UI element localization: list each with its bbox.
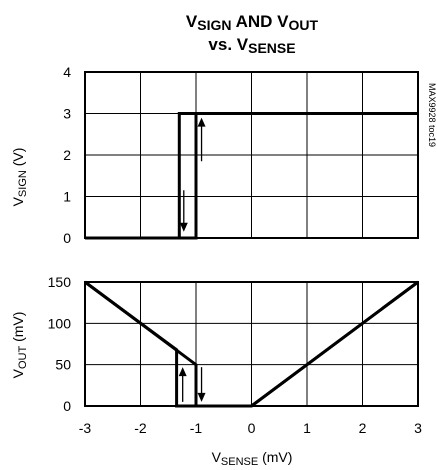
x-axis-label: VSENSE (mV) [212, 449, 293, 468]
top-y-tick-label: 0 [63, 230, 71, 246]
chart-title-line2: vs. VSENSE [208, 35, 295, 56]
bottom-plot: 0 50 100 150 -3 -2 -1 0 1 2 3 [48, 274, 422, 436]
top-series-2-line [85, 112, 418, 240]
bottom-arrow-up-head [178, 367, 187, 377]
bottom-x-tick-label: 2 [359, 420, 367, 436]
bottom-series-2-line [84, 280, 419, 408]
bottom-x-tick-label: -1 [190, 420, 203, 436]
top-y-tick-label: 4 [63, 64, 71, 80]
bottom-y-tick-label: 100 [48, 315, 72, 331]
top-arrow-down-head [179, 222, 188, 232]
chart-title-line1: VSIGN AND VOUT [186, 12, 319, 33]
bottom-y-tick-label: 50 [55, 357, 71, 373]
bottom-x-tick-label: -3 [79, 420, 92, 436]
bottom-x-tick-label: 3 [414, 420, 422, 436]
top-plot: 0 1 2 3 4 [63, 64, 419, 246]
top-y-tick-label: 3 [63, 106, 71, 122]
top-y-axis-label: VSIGN (V) [10, 148, 29, 207]
top-arrow-up-head [197, 117, 206, 127]
bottom-y-tick-label: 150 [48, 274, 72, 290]
bottom-x-tick-label: 0 [248, 420, 256, 436]
bottom-y-axis-label: VOUT (mV) [10, 312, 29, 379]
top-y-tick-label: 1 [63, 189, 71, 205]
bottom-x-tick-label: -2 [134, 420, 147, 436]
bottom-x-tick-label: 1 [303, 420, 311, 436]
top-plot-frame [84, 71, 419, 239]
bottom-arrow-down-head [197, 392, 206, 402]
bottom-y-tick-label: 0 [63, 398, 71, 414]
top-y-tick-label: 2 [63, 147, 71, 163]
figure-code: MAX9928 toc19 [427, 83, 437, 147]
